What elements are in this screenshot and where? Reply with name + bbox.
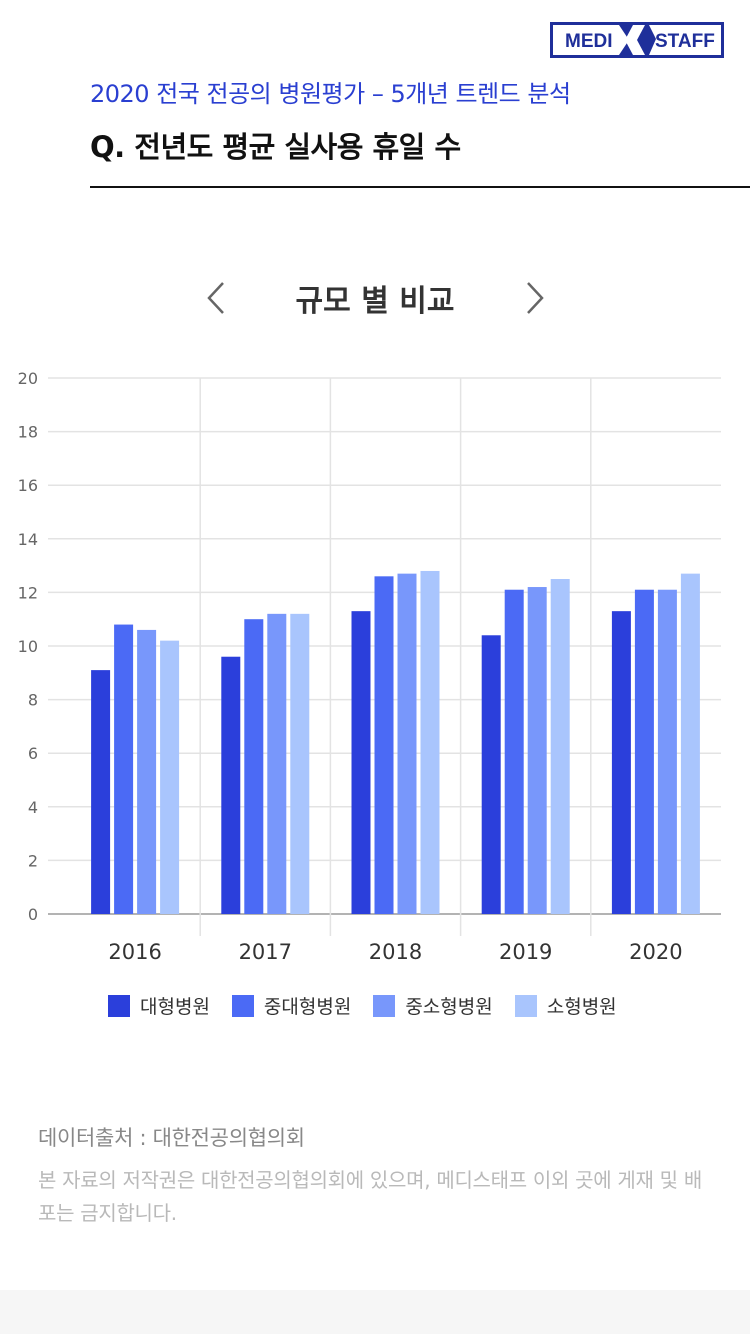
bar [351,611,371,914]
bar [481,635,501,914]
y-tick-label: 4 [28,798,38,817]
legend-item: 중소형병원 [373,992,493,1019]
data-source: 데이터출처 : 대한전공의협의회 [38,1126,305,1150]
y-tick-label: 16 [18,476,38,495]
bar [290,613,310,914]
y-tick-label: 10 [18,637,38,656]
y-tick-label: 20 [18,369,38,388]
bar [504,589,524,914]
x-tick-label: 2018 [369,940,422,964]
bar [657,589,677,914]
bar [550,579,570,914]
legend-label: 대형병원 [140,996,210,1018]
bar [397,573,417,914]
x-tick-label: 2017 [239,940,292,964]
chevron-right-icon[interactable] [522,280,548,316]
y-tick-label: 6 [28,744,38,763]
bar [611,611,631,914]
y-tick-label: 8 [28,691,38,710]
bar [420,570,440,914]
y-tick-label: 18 [18,423,38,442]
legend-swatch [514,994,537,1017]
bar [244,619,264,914]
chevron-left-icon[interactable] [203,280,229,316]
legend-swatch [373,994,396,1017]
bar [137,629,157,914]
logo-text-left: MEDI [565,31,613,52]
legend-item: 소형병원 [514,992,617,1019]
legend-swatch [231,994,254,1017]
x-tick-label: 2019 [499,940,552,964]
bar [527,587,547,914]
y-tick-label: 0 [28,905,38,924]
legend-label: 중소형병원 [405,996,493,1018]
legend-item: 중대형병원 [231,992,352,1019]
bar [91,670,111,914]
bar [114,624,134,914]
footer-band [0,1290,750,1334]
logo-x-mark [619,25,656,55]
bar [160,640,180,914]
legend-label: 중대형병원 [263,996,352,1018]
bar-chart: 0 2 4 6 8 10 12 14 16 18 20 2016 2017 2018 2019 2020 [18,369,721,964]
bar [267,613,287,914]
chart-legend: 대형병원 중대형병원 중소형병원 소형병원 [108,992,639,1019]
bar [680,573,700,914]
y-tick-label: 2 [28,851,38,870]
logo-text-right: STAFF [655,31,715,52]
bar [634,589,654,914]
x-tick-label: 2020 [629,940,682,964]
bar [221,656,241,914]
y-tick-label: 14 [18,530,38,549]
legend-item: 대형병원 [108,992,210,1019]
chart-category-title: 규모 별 비교 [295,284,455,319]
medistaff-logo: MEDI STAFF [550,22,724,58]
y-tick-label: 12 [18,583,38,602]
copyright-notice: 본 자료의 저작권은 대한전공의협의회에 있으며, 메디스태프 이외 곳에 게재… [38,1168,702,1225]
legend-swatch [108,994,130,1017]
report-subtitle: 2020 전국 전공의 병원평가 – 5개년 트렌드 분석 [90,80,571,108]
title-divider [90,186,750,188]
legend-label: 소형병원 [546,996,617,1018]
page-title: Q. 전년도 평균 실사용 휴일 수 [90,130,461,164]
bar [374,576,394,914]
x-tick-label: 2016 [108,940,161,964]
